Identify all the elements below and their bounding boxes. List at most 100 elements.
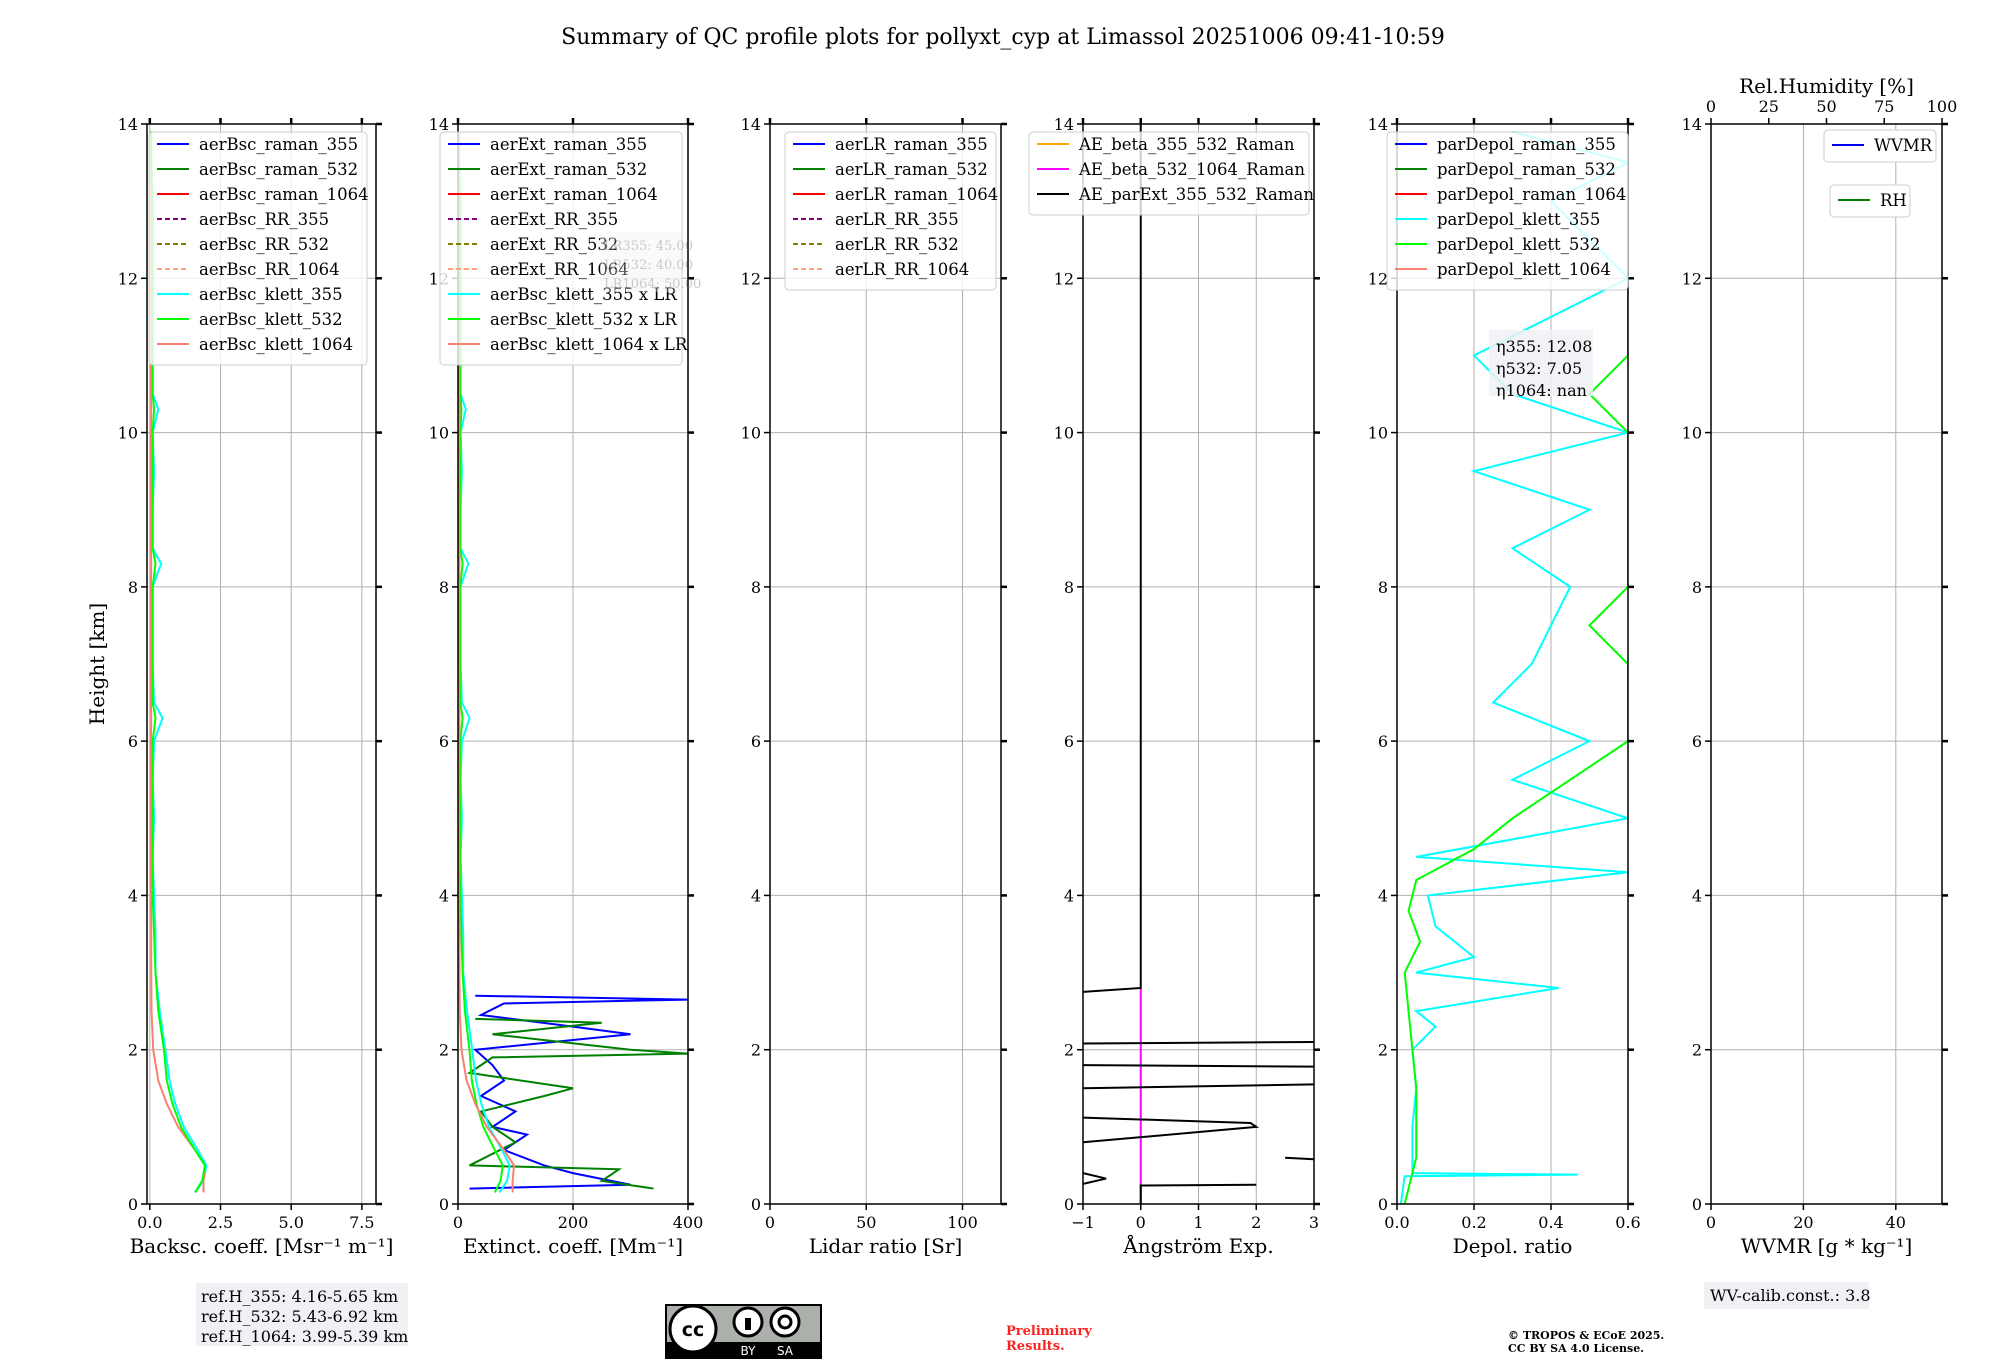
y-tick-label: 0 <box>128 1195 138 1214</box>
top-x-tick-label: 25 <box>1759 97 1779 116</box>
legend-label: aerBsc_RR_532 <box>199 235 329 254</box>
y-tick-label: 14 <box>1054 115 1074 134</box>
figure-title: Summary of QC profile plots for pollyxt_… <box>561 25 1445 50</box>
y-tick-label: 14 <box>1682 115 1702 134</box>
legend-label: aerExt_RR_355 <box>490 210 618 229</box>
x-tick-label: 1 <box>1193 1213 1203 1232</box>
y-tick-label: 6 <box>751 732 761 751</box>
legend-label: parDepol_klett_532 <box>1437 235 1600 254</box>
eta-text: η1064: nan <box>1496 381 1587 400</box>
y-tick-label: 2 <box>751 1041 761 1060</box>
x-axis-label: WVMR [g * kg⁻¹] <box>1741 1234 1913 1258</box>
x-axis-label: Lidar ratio [Sr] <box>809 1234 963 1258</box>
y-tick-label: 6 <box>1692 732 1702 751</box>
x-tick-label: 0 <box>1706 1213 1716 1232</box>
y-tick-label: 10 <box>118 424 138 443</box>
ref-height-text: ref.H_1064: 3.99-5.39 km <box>201 1327 408 1346</box>
x-tick-label: 0 <box>453 1213 463 1232</box>
y-tick-label: 10 <box>429 424 449 443</box>
x-tick-label: 40 <box>1886 1213 1906 1232</box>
y-tick-label: 10 <box>1054 424 1074 443</box>
legend-label: aerExt_RR_532 <box>490 235 618 254</box>
cc-icon <box>668 1304 718 1354</box>
y-tick-label: 2 <box>1064 1041 1074 1060</box>
legend-label: aerLR_RR_532 <box>835 235 959 254</box>
sa-text: SA <box>777 1344 794 1358</box>
y-tick-label: 4 <box>128 886 138 905</box>
legend: parDepol_raman_355 parDepol_raman_532 parD… <box>1386 131 1629 291</box>
series-AE_parExt_355_532_Raman <box>1083 1064 1314 1068</box>
legend: aerLR_raman_355 aerLR_raman_532 aerLR_rama… <box>784 131 998 291</box>
legend-label: aerBsc_raman_532 <box>199 160 358 179</box>
x-tick-label: 0.6 <box>1615 1213 1640 1232</box>
panel-1: 0 2 4 6 8 10 12 14 0.0 2.5 5.0 7.5 Backsc. coeff. [M… <box>118 115 394 1258</box>
x-tick-label: 0 <box>765 1213 775 1232</box>
x-tick-label: 0.0 <box>137 1213 162 1232</box>
eta-text: η355: 12.08 <box>1496 337 1592 356</box>
by-text: BY <box>741 1344 757 1358</box>
axes-frame <box>1710 123 1943 1205</box>
y-tick-label: 8 <box>1064 578 1074 597</box>
preliminary-results-text: Results. <box>1006 1339 1065 1354</box>
axes-frame <box>1396 123 1629 1205</box>
y-tick-label: 2 <box>1378 1041 1388 1060</box>
legend-label: aerBsc_klett_1064 x LR <box>490 335 688 354</box>
y-tick-label: 10 <box>1368 424 1388 443</box>
legend-label: WVMR <box>1874 136 1933 155</box>
y-tick-label: 12 <box>1368 269 1388 288</box>
y-tick-label: 12 <box>118 269 138 288</box>
legend-label: aerLR_raman_532 <box>835 160 988 179</box>
legend-label: parDepol_klett_1064 <box>1437 260 1611 279</box>
x-tick-label: 5.0 <box>278 1213 303 1232</box>
legend-label: parDepol_klett_355 <box>1437 210 1600 229</box>
x-tick-label: 400 <box>673 1213 704 1232</box>
y-tick-label: 0 <box>1378 1195 1388 1214</box>
x-tick-label: 7.5 <box>349 1213 374 1232</box>
eta-text: η532: 7.05 <box>1496 359 1582 378</box>
legend-label: parDepol_raman_355 <box>1437 135 1616 154</box>
legend-label: AE_parExt_355_532_Raman <box>1078 185 1314 204</box>
y-tick-label: 0 <box>439 1195 449 1214</box>
legend-label: aerBsc_RR_355 <box>199 210 329 229</box>
series-AE_parExt_355_532_Raman <box>1285 1156 1314 1161</box>
legend-label: aerBsc_klett_1064 <box>199 335 353 354</box>
legend-label: aerExt_raman_1064 <box>490 185 658 204</box>
y-tick-label: 6 <box>128 732 138 751</box>
legend-label: aerBsc_klett_532 <box>199 310 343 329</box>
legend-label: aerExt_RR_1064 <box>490 260 629 279</box>
legend-label: aerExt_raman_355 <box>490 135 647 154</box>
legend: WVMR <box>1823 129 1937 163</box>
x-axis-label: Extinct. coeff. [Mm⁻¹] <box>463 1234 683 1258</box>
series-AE_parExt_355_532_Raman <box>1139 1183 1257 1204</box>
legend-label: aerBsc_raman_1064 <box>199 185 369 204</box>
ref-height-box <box>196 1283 408 1346</box>
y-tick-label: 12 <box>741 269 761 288</box>
x-tick-label: 3 <box>1309 1213 1319 1232</box>
top-x-tick-label: 50 <box>1816 97 1836 116</box>
legend-label: aerLR_raman_1064 <box>835 185 998 204</box>
x-axis-label: Depol. ratio <box>1453 1234 1573 1258</box>
series-parDepol_klett_532 <box>1403 131 1628 1204</box>
axes-frame <box>146 123 377 1205</box>
y-tick-label: 0 <box>1064 1195 1074 1214</box>
legend-label: RH <box>1880 191 1907 210</box>
legend-label: aerLR_RR_355 <box>835 210 959 229</box>
series-parDepol_klett_355 <box>1399 130 1628 1204</box>
x-tick-label: 100 <box>947 1213 978 1232</box>
x-tick-label: 2 <box>1251 1213 1261 1232</box>
x-tick-label: 0 <box>1136 1213 1146 1232</box>
y-tick-label: 8 <box>1378 578 1388 597</box>
x-tick-label: 200 <box>558 1213 589 1232</box>
legend: aerBsc_raman_355 aerBsc_raman_532 aerBsc_r… <box>148 131 369 366</box>
legend-label: AE_beta_355_532_Raman <box>1078 135 1295 154</box>
legend-label: aerBsc_RR_1064 <box>199 260 340 279</box>
y-axis-label: Height [km] <box>85 603 109 725</box>
y-tick-label: 14 <box>741 115 761 134</box>
y-tick-label: 8 <box>751 578 761 597</box>
x-tick-label: −1 <box>1071 1213 1095 1232</box>
legend-label: aerBsc_klett_355 <box>199 285 343 304</box>
y-tick-label: 10 <box>1682 424 1702 443</box>
y-tick-label: 8 <box>1692 578 1702 597</box>
